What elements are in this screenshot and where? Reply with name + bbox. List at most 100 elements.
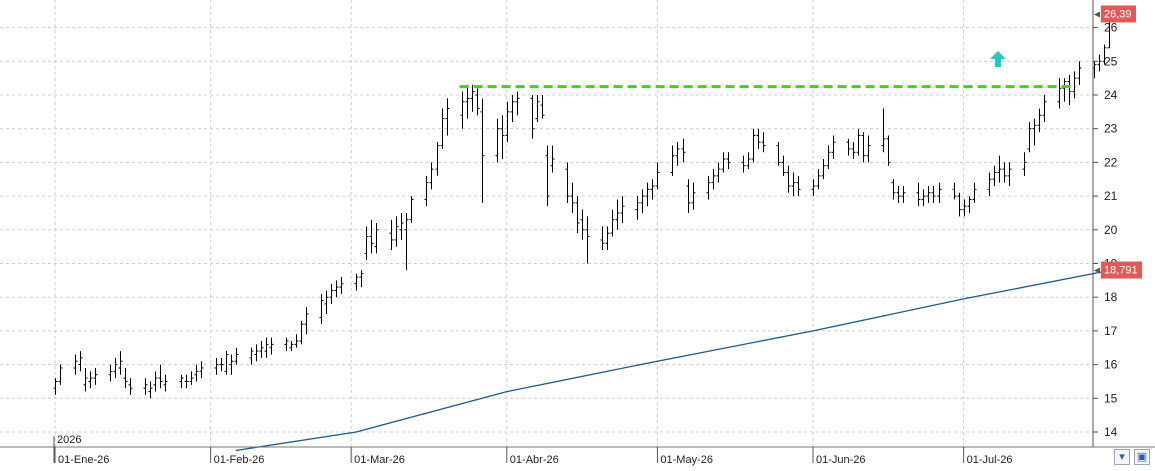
ohlc-bar [184,374,189,389]
ohlc-bar [189,371,194,385]
ohlc-bar [540,95,545,119]
ohlc-bar [635,196,640,220]
ohlc-bar [645,182,650,207]
year-label: 2026 [57,434,81,446]
ohlc-bar [962,199,967,217]
ohlc-bar [229,354,234,375]
ohlc-bar [756,128,761,149]
x-tick-label: 01-Ene-26 [58,454,109,466]
x-tick-label: 01-Abr-26 [510,454,559,466]
ohlc-bar [264,337,269,358]
ohlc-bar [796,175,801,197]
ohlc-bar [409,196,414,224]
ohlc-bar [866,135,871,163]
x-tick-label: 01-Jun-26 [816,454,866,466]
ohlc-bar [1027,121,1032,153]
ohlc-bar [937,182,942,203]
moving-average-tag: 18,791 [1094,261,1142,279]
ohlc-bar [550,145,555,173]
ohlc-bar [716,162,721,183]
x-tick-label: 01-May-26 [660,454,713,466]
ohlc-bar [424,175,429,207]
ohlc-bar [319,293,324,325]
ohlc-bar [158,364,163,389]
ohlc-bar [93,367,98,385]
ohlc-bar [620,196,625,224]
moving-average-path [235,269,1110,452]
ohlc-bar [510,95,515,122]
ohlc-bar [153,371,158,392]
ohlc-bar [901,185,906,203]
grid-lines [0,0,1093,447]
ohlc-bar [786,165,791,193]
y-tick-label: 15 [1104,391,1118,405]
y-tick-label: 16 [1104,358,1118,372]
ohlc-bar [495,118,500,163]
ohlc-bar [585,216,590,264]
ohlc-bar [846,138,851,156]
ohlc-bar [570,182,575,213]
ohlc-bar [1032,118,1037,146]
ohlc-bar [916,182,921,207]
ohlc-bar [73,354,78,375]
ohlc-bar [460,91,465,129]
x-tick-label: 01-Jul-26 [967,454,1013,466]
ohlc-bar [369,219,374,254]
ohlc-bar [972,182,977,203]
ohlc-bar [123,367,128,389]
ohlc-bar [329,283,334,304]
last-price-tag: 26,39 [1094,5,1136,23]
ohlc-bar [1022,152,1027,176]
y-tick-label: 23 [1104,122,1118,136]
ohlc-bar [334,280,339,298]
ohlc-bar [249,347,254,365]
ohlc-bar [128,378,133,395]
ohlc-bar [741,155,746,173]
ohlc-bar [194,364,199,382]
ohlc-bar [992,165,997,186]
ohlc-bar [535,95,540,122]
ohlc-bar [1042,95,1047,122]
ohlc-bar [429,162,434,190]
ohlc-bar [374,223,379,254]
ohlc-bar [957,192,962,217]
ohlc-bar [891,179,896,200]
ohlc-bar [706,175,711,200]
ohlc-bar [324,290,329,315]
ohlc-bar [881,108,886,153]
ohlc-bar [53,378,58,395]
ohlc-bar [580,209,585,240]
ohlc-bar [886,135,891,166]
signal-up-arrow-icon [990,51,1006,67]
ohlc-bar [163,374,168,392]
ohlc-bar [294,334,299,348]
ohlc-bar [394,216,399,247]
ohlc-bar [470,84,475,112]
ohlc-bar [505,101,510,143]
ohlc-bar [219,357,224,372]
ohlc-bar [179,374,184,389]
ohlc-bar [108,364,113,382]
ohlc-bar [675,142,680,166]
ohlc-bar [364,226,369,261]
ohlc-bar [926,185,931,203]
ohlc-bar [304,307,309,335]
ohlc-bar [1077,61,1082,85]
ohlc-bar [565,162,570,203]
save-button[interactable]: ▣ [1134,449,1150,465]
chevron-down-button[interactable]: ▾ [1114,449,1130,465]
ohlc-bar [781,155,786,176]
ohlc-bar [299,320,304,345]
ohlc-bar [615,199,620,230]
y-tick-label: 20 [1104,223,1118,237]
y-tick-label: 25 [1104,54,1118,68]
ohlc-bar [284,337,289,352]
ohlc-bar [776,142,781,166]
save-icon: ▣ [1136,450,1148,463]
ohlc-bar [826,145,831,170]
ohlc-bar [113,357,118,379]
ohlc-bar [58,364,63,385]
ohlc-bar [480,98,485,203]
ohlc-bar [967,196,972,213]
